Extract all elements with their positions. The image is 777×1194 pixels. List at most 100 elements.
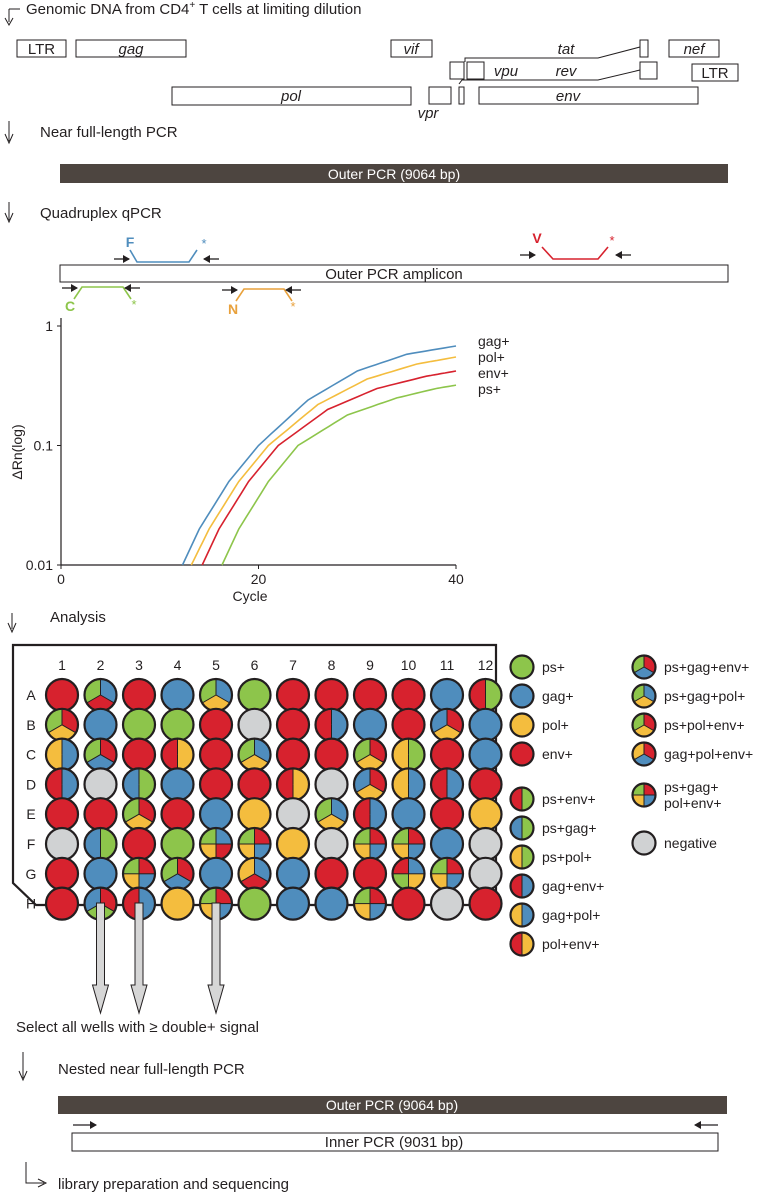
step1-label: Genomic DNA from CD4+ T cells at limitin… — [26, 0, 361, 18]
column-label: 11 — [440, 657, 455, 673]
probe-v-star: * — [609, 233, 614, 248]
well-F1 — [44, 826, 80, 862]
outer-pcr-label: Outer PCR (9064 bp) — [328, 166, 460, 182]
curve-gag — [181, 345, 457, 566]
column-label: 4 — [174, 657, 182, 673]
well-F5 — [198, 826, 234, 862]
well-D6 — [237, 767, 272, 802]
svg-text:gag+pol+: gag+pol+ — [542, 907, 600, 923]
curve-ps — [221, 384, 457, 566]
step-arrow-4 — [7, 613, 17, 634]
probe-f-star: * — [201, 236, 206, 251]
well-G2 — [83, 856, 118, 891]
gene-gag: gag — [118, 41, 144, 58]
well-B2 — [83, 707, 118, 742]
plot-legend: gag+pol+env+ps+ — [478, 333, 510, 397]
column-label: 9 — [366, 657, 374, 673]
well-A2 — [83, 677, 118, 713]
step-arrow-6 — [18, 1052, 28, 1082]
well-D5 — [198, 767, 234, 802]
row-label: F — [27, 836, 36, 852]
legend-item-env-gag-pol: gag+pol+env+ — [631, 741, 753, 767]
column-label: 3 — [135, 657, 143, 673]
row-label: A — [26, 687, 36, 703]
legend-swatch — [509, 683, 535, 709]
well-G6 — [237, 856, 272, 891]
well-G3 — [121, 856, 157, 891]
row-label: C — [26, 747, 36, 763]
step2-label: Near full-length PCR — [40, 124, 178, 141]
outer-pcr-bar-2 — [58, 1096, 727, 1114]
outer-pcr-label-2: Outer PCR (9064 bp) — [326, 1097, 458, 1113]
legend-item-env-gag-ps: ps+gag+env+ — [631, 654, 749, 680]
legend-item-env: env+ — [509, 741, 573, 767]
well-G12 — [468, 856, 503, 891]
well-E6 — [237, 797, 272, 832]
legend-item-ps-gag: ps+gag+ — [509, 815, 597, 841]
well-B9 — [352, 707, 388, 742]
legend-item-ps-env: ps+env+ — [509, 786, 596, 812]
step3-label: Quadruplex qPCR — [40, 205, 162, 222]
well-F3 — [121, 826, 157, 862]
well-H7 — [275, 886, 311, 921]
well-H8 — [314, 886, 349, 921]
well-H6 — [237, 886, 272, 921]
svg-text:pol+: pol+ — [542, 717, 569, 733]
qpcr-plot: 0.01 0.1 1 0 20 40 gag+pol+env+ps+ Cycle ΔRn… — [9, 318, 510, 604]
well-E5 — [198, 797, 234, 832]
well-C3 — [121, 737, 157, 772]
row-label: G — [26, 866, 37, 882]
well-A6 — [237, 677, 272, 713]
well-B4 — [160, 707, 195, 742]
y-tick-label: 0.01 — [26, 557, 53, 573]
legend-swatch — [509, 786, 535, 812]
legend-item-gag-env: gag+env+ — [509, 873, 604, 899]
legend-item-gag-pol: gag+pol+ — [509, 902, 600, 928]
column-label: 6 — [251, 657, 259, 673]
amplicon-label: Outer PCR amplicon — [325, 266, 463, 283]
probe-v-label: V — [532, 230, 542, 246]
well-B1 — [44, 707, 80, 742]
probe-n-label: N — [228, 301, 238, 317]
legend-swatch — [509, 712, 535, 738]
probe-f: F * — [114, 234, 219, 263]
well-E1 — [44, 797, 80, 832]
legend-swatch — [631, 782, 657, 808]
well-A10 — [391, 677, 426, 713]
legend-swatch — [509, 815, 535, 841]
svg-text:gag+pol+env+: gag+pol+env+ — [664, 746, 753, 762]
x-tick-label: 20 — [251, 571, 267, 587]
column-label: 10 — [401, 657, 417, 673]
legend-swatch — [509, 741, 535, 767]
well-B7 — [275, 707, 311, 742]
well-E11 — [429, 797, 465, 832]
legend-swatch — [631, 830, 657, 856]
legend-swatch — [631, 654, 657, 680]
well-B3 — [121, 707, 157, 742]
svg-text:pol+env+: pol+env+ — [542, 936, 600, 952]
select-arrow — [130, 902, 148, 1015]
well-G4 — [160, 856, 195, 891]
well-C8 — [314, 737, 349, 772]
well-B12 — [468, 707, 503, 742]
legend-swatch — [509, 873, 535, 899]
well-A7 — [275, 677, 311, 713]
well-F4 — [160, 826, 195, 862]
column-label: 8 — [328, 657, 336, 673]
x-tick-label: 40 — [448, 571, 464, 587]
well-legend: ps+gag+pol+env+ ps+env+ ps+gag+ ps+ pol+ gag+… — [509, 654, 753, 957]
outer-pcr-amplicon — [59, 264, 729, 283]
well-A8 — [314, 677, 349, 713]
svg-text:ps+: ps+ — [542, 659, 565, 675]
gene-ltr5: LTR — [28, 41, 55, 58]
gene-pol: pol — [280, 88, 302, 105]
step6-label: Nested near full-length PCR — [58, 1061, 245, 1078]
well-B11 — [429, 707, 465, 742]
legend-item-env-gag-pol-ps: ps+gag+pol+env+ — [631, 779, 722, 811]
step4-label: Analysis — [50, 609, 106, 626]
row-label: D — [26, 776, 36, 792]
legend-swatch — [631, 712, 657, 738]
svg-text:ps+gag+env+: ps+gag+env+ — [664, 659, 749, 675]
curve-pol — [190, 356, 457, 566]
column-label: 1 — [58, 657, 66, 673]
